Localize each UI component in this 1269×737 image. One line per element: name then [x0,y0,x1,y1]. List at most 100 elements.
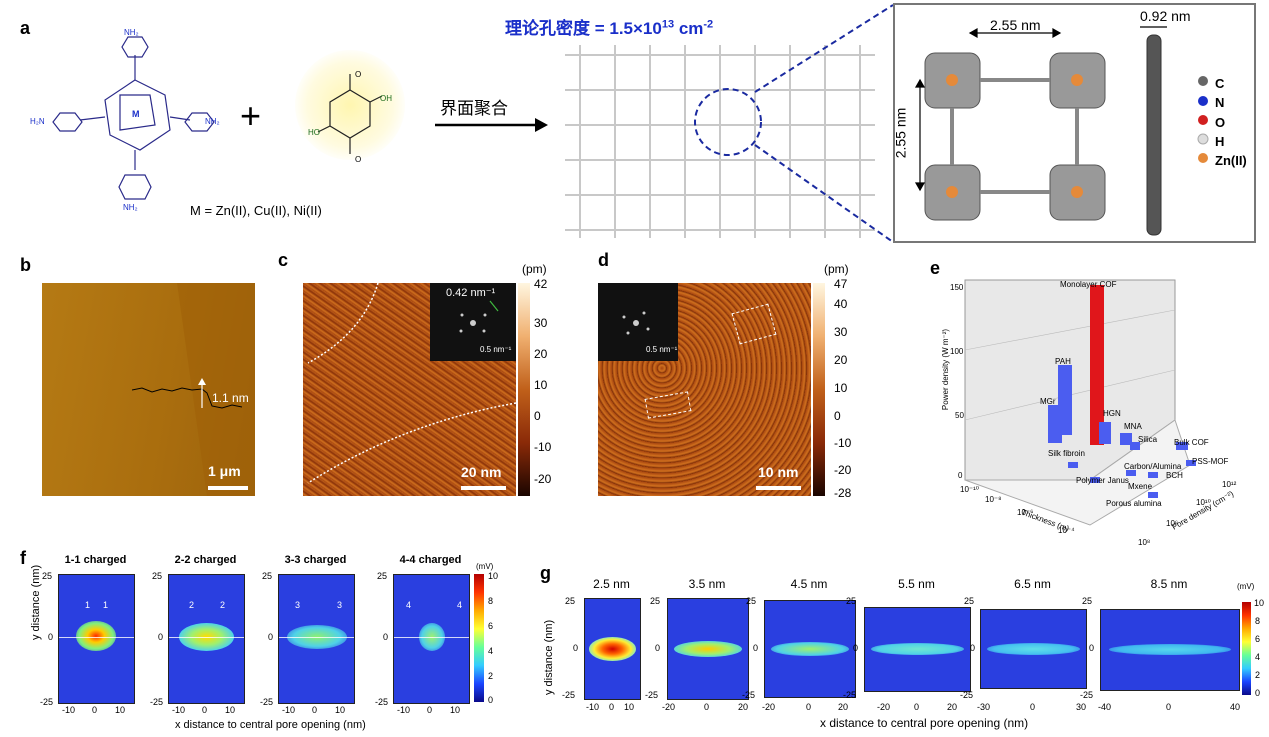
highlight-box-2 [644,391,692,419]
f-marker: 2 [189,600,195,610]
f-x-tick: 0 [92,705,98,715]
e-z-tick: 10⁶ [1166,519,1179,528]
e-y-tick: 50 [955,411,964,420]
metal-center: M [132,109,140,119]
bar-bulk-cof [1176,442,1188,450]
g-x-tick: 0 [609,702,615,712]
fft-c-scale: 0.5 nm⁻¹ [480,345,512,354]
bar-mxene [1090,477,1100,483]
cbar-c-tick: -10 [534,440,552,454]
f-x-axis: x distance to central pore opening (nm) [175,719,366,731]
g-y-tick: -25 [645,690,659,700]
bar-silk-fibroin [1068,462,1078,468]
f-y-tick: 25 [377,571,388,581]
g-x-tick: 0 [704,702,710,712]
ho-label: HO [308,128,320,137]
highlight-box-1 [731,303,777,345]
f-marker: 4 [457,600,463,610]
g-x-tick: 20 [838,702,849,712]
f-cbar-tick: 10 [488,571,499,581]
f-marker: 3 [337,600,343,610]
g-title-6: 8.5 nm [1150,577,1188,591]
g-map-6 [1100,609,1240,691]
bar-pss-mof [1186,460,1196,466]
atom-legend-dots [1197,76,1209,163]
h2n-left: H₂N [30,117,45,126]
g-y-tick: 25 [846,596,857,606]
e-label-porous-alumina: Porous alumina [1106,499,1162,508]
dim-vertical: 2.55 nm [892,107,909,159]
g-y-tick: 0 [655,643,661,653]
f-x-tick: -10 [397,705,411,715]
panel-label-c: c [278,250,289,270]
g-x-axis: x distance to central pore opening (nm) [820,716,1029,730]
e-label-mxene: Polymer Janus [1076,476,1129,485]
g-y-tick: 0 [970,643,976,653]
height-profile [132,378,243,409]
f-x-tick: -10 [172,705,186,715]
g-x-tick: 0 [1030,702,1036,712]
e-z-tick: 10⁸ [1138,538,1151,547]
bar-hgn [1099,422,1111,444]
f-x-tick: 0 [427,705,433,715]
e-y-tick: 0 [958,471,963,480]
g-cbar-tick: 4 [1255,652,1261,662]
f-marker: 1 [85,600,91,610]
nh2-right: NH₂ [205,117,220,126]
g-map-4 [864,607,971,692]
g-y-tick: 25 [964,596,975,606]
colorbar-c-unit: (pm) [522,262,547,276]
g-x-tick: 0 [914,702,920,712]
f-y-tick: 25 [42,571,53,581]
legend-o: O [1215,114,1226,130]
panel-label-f: f [20,548,26,568]
dim-horizontal: 2.55 nm [990,17,1041,33]
e-label-mna: MNA [1124,422,1142,431]
f-y-axis: y distance (nm) [30,564,42,640]
g-map-3 [764,600,856,698]
e-x-tick: 10⁻¹⁰ [960,485,979,494]
g-x-tick: 30 [1076,702,1087,712]
cbar-d-tick: 0 [834,409,841,423]
f-map-2: 2 2 [168,574,245,704]
reaction-label: 界面聚合 [440,99,508,118]
e-label-pah: PAH [1055,357,1071,366]
g-y-tick: 0 [573,643,579,653]
g-title-4: 5.5 nm [898,577,935,591]
e-y-tick: 150 [950,283,964,292]
g-y-tick: -25 [742,690,756,700]
f-x-tick: 0 [312,705,318,715]
g-x-tick: 0 [806,702,812,712]
g-title-5: 6.5 nm [1014,577,1051,591]
g-cbar-tick: 0 [1255,688,1261,698]
scalebar-c [461,486,506,490]
bar-silica [1130,442,1140,450]
g-x-tick: -20 [877,702,891,712]
g-y-tick: 0 [753,643,759,653]
f-title-2: 2-2 charged [174,554,237,566]
f-map-4: 4 4 [393,574,470,704]
cbar-d-tick: 30 [834,325,848,339]
g-y-tick: -25 [960,690,974,700]
g-cbar-tick: 2 [1255,670,1261,680]
g-y-tick: 25 [565,596,576,606]
g-x-tick: 0 [1166,702,1172,712]
g-cbar-tick: 8 [1255,616,1261,626]
cbar-d-tick: 40 [834,297,848,311]
e-x-tick: 10⁻⁸ [985,495,1002,504]
e-label-silica: Silica [1138,435,1158,444]
fft-inset-c: 0.42 nm⁻¹ 0.5 nm⁻¹ [430,283,516,361]
cbar-d-tick: -20 [834,463,852,477]
scalebar-b [208,486,248,490]
f-y-tick: 0 [383,632,389,642]
bar-porous-alumina [1148,492,1158,498]
f-y-tick: 0 [48,632,54,642]
f-x-tick: 0 [202,705,208,715]
cbar-d-tick: 20 [834,353,848,367]
f-cbar-tick: 6 [488,621,494,631]
f-y-tick: -25 [40,697,54,707]
f-cbar-tick: 2 [488,671,494,681]
g-title-2: 3.5 nm [688,577,726,591]
g-y-tick: -25 [843,690,857,700]
height-label: 1.1 nm [212,391,249,405]
